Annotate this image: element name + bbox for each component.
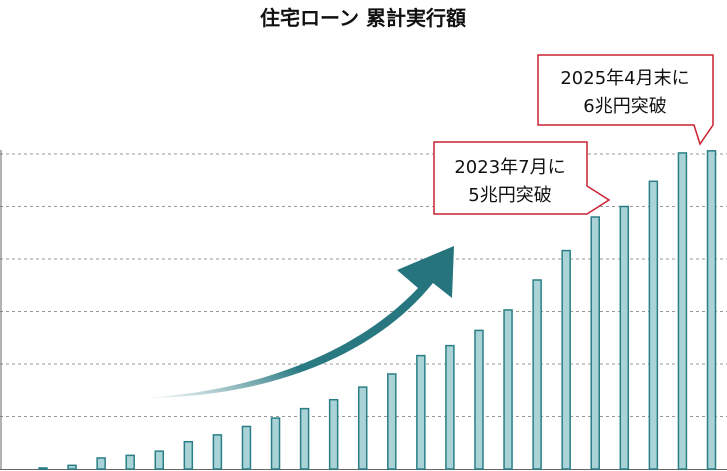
bar <box>328 398 339 470</box>
bar <box>154 450 165 470</box>
bar <box>445 344 455 470</box>
bar <box>67 464 77 470</box>
callout-2025-box <box>537 54 714 146</box>
chart-title: 住宅ローン 累計実行額 <box>260 6 466 30</box>
bar <box>706 150 717 470</box>
callout-2023-line1: 2023年7月に <box>454 157 565 178</box>
callout-2023-line2: 5兆円突破 <box>468 185 551 206</box>
bar <box>183 440 194 470</box>
callout-2025-line2: 6兆円突破 <box>583 96 666 117</box>
bar <box>503 309 513 470</box>
bar <box>241 425 252 470</box>
bar <box>270 417 281 470</box>
callout-2025: 2025年4月末に 6兆円突破 <box>537 54 714 146</box>
callout-2025-line1: 2025年4月末に <box>560 68 689 89</box>
bar <box>357 386 368 470</box>
bar <box>125 454 135 470</box>
bar <box>561 249 571 470</box>
bar <box>299 407 310 470</box>
bar <box>677 152 688 470</box>
bar <box>590 216 600 470</box>
gridlines <box>0 153 727 417</box>
bar <box>212 434 223 470</box>
bar <box>416 354 426 470</box>
bar <box>96 457 106 470</box>
bar <box>387 373 397 470</box>
bar <box>38 467 48 470</box>
bar <box>619 205 630 470</box>
growth-arrow <box>140 246 454 398</box>
bar <box>648 180 659 470</box>
bar <box>532 279 542 470</box>
callout-2023: 2023年7月に 5兆円突破 <box>433 141 611 215</box>
callout-2023-box <box>433 141 611 215</box>
bar <box>474 329 484 470</box>
bars <box>38 150 717 470</box>
